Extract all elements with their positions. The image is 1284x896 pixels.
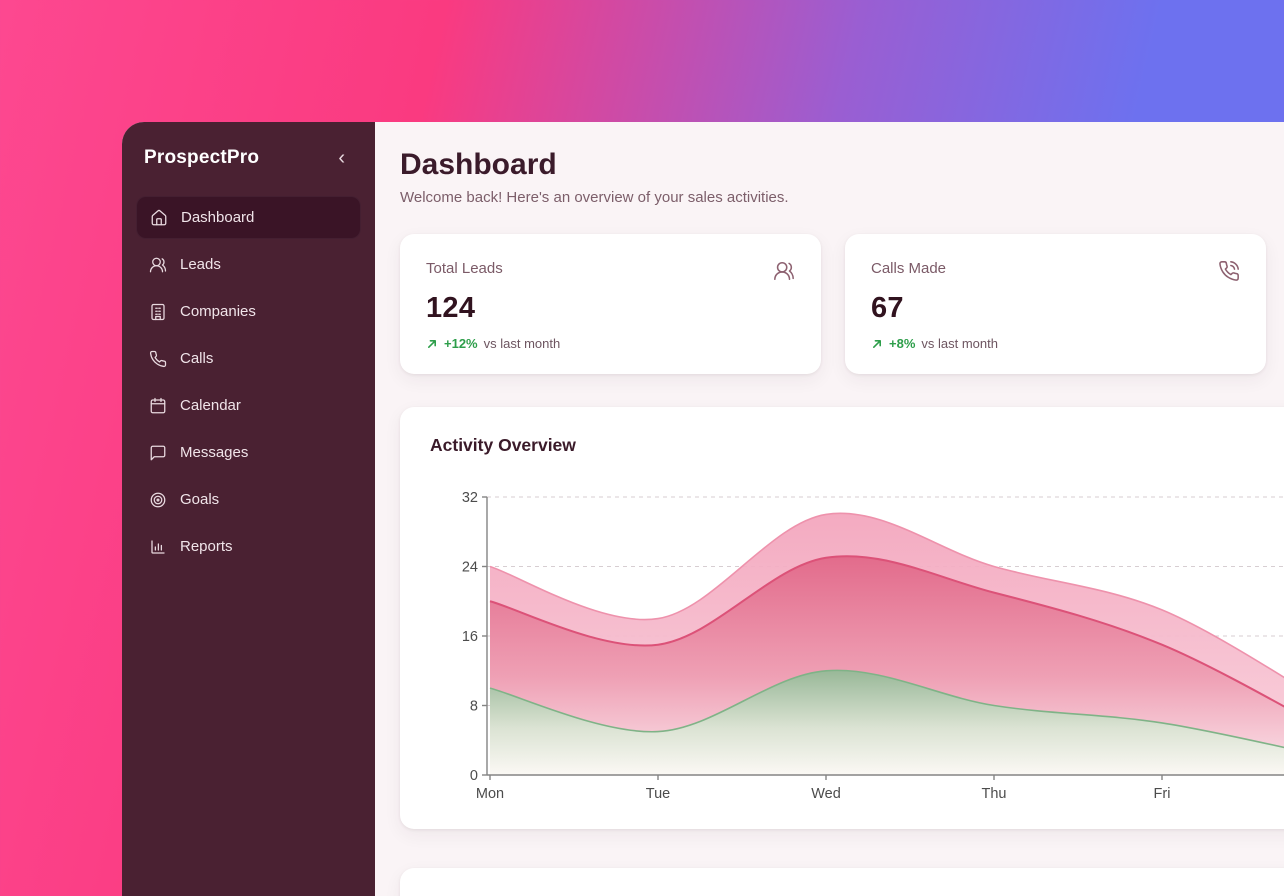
sidebar-item-companies[interactable]: Companies: [136, 290, 361, 333]
sidebar-item-goals[interactable]: Goals: [136, 478, 361, 521]
users-icon: [149, 256, 167, 274]
bar-chart-icon: [149, 538, 167, 556]
line-middle-band-rose: [489, 555, 1284, 708]
sidebar-item-label: Calendar: [180, 397, 241, 414]
sidebar-item-leads[interactable]: Leads: [136, 243, 361, 286]
sidebar-item-label: Goals: [180, 491, 220, 508]
chevron-left-icon[interactable]: ‹: [338, 147, 345, 169]
sidebar-item-label: Dashboard: [181, 209, 255, 226]
sidebar-item-calls[interactable]: Calls: [136, 337, 361, 380]
stat-delta: +12%: [444, 336, 478, 351]
main-content: Dashboard Welcome back! Here's an overvi…: [375, 122, 1284, 896]
users-icon: [773, 260, 795, 287]
page-title: Dashboard: [400, 148, 557, 181]
building-icon: [149, 303, 167, 321]
stats-row: Total Leads 124 +12% vs last month Calls…: [400, 234, 1284, 374]
message-icon: [149, 444, 167, 462]
stat-delta: +8%: [889, 336, 916, 351]
y-tick-label: 32: [462, 490, 478, 506]
stat-value: 67: [871, 292, 904, 324]
x-tick-label: Tue: [646, 786, 670, 802]
sidebar-item-messages[interactable]: Messages: [136, 431, 361, 474]
sidebar-item-dashboard[interactable]: Dashboard: [136, 196, 361, 239]
sidebar-item-label: Messages: [180, 444, 249, 461]
target-icon: [149, 491, 167, 509]
y-tick-label: 16: [462, 629, 478, 645]
line-lower-band-green: [489, 669, 1284, 749]
stat-card-calls-made: Calls Made 67 +8% vs last month: [845, 234, 1266, 374]
y-tick-label: 24: [462, 560, 478, 576]
sidebar-item-label: Reports: [180, 538, 233, 555]
trend-up-icon: [871, 338, 883, 350]
x-tick-label: Thu: [982, 786, 1007, 802]
activity-overview-card: Activity Overview 0 8 16 24 32 Mon Tue Wed Thu Fr…: [400, 407, 1284, 829]
chart-title: Activity Overview: [430, 435, 576, 455]
calendar-icon: [149, 397, 167, 415]
page-subtitle: Welcome back! Here's an overview of your…: [400, 189, 789, 206]
sidebar: ProspectPro ‹ Dashboard Leads Companies …: [122, 122, 375, 896]
sidebar-item-calendar[interactable]: Calendar: [136, 384, 361, 427]
stat-delta-note: vs last month: [483, 336, 561, 351]
phone-icon: [149, 350, 167, 368]
activity-chart: 0 8 16 24 32 Mon Tue Wed Thu Fri: [462, 490, 1284, 802]
sidebar-header: ProspectPro ‹: [136, 146, 361, 170]
x-tick-label: Fri: [1154, 786, 1171, 802]
sidebar-item-label: Companies: [180, 303, 256, 320]
stat-label: Total Leads: [426, 260, 503, 277]
x-tick-label: Wed: [811, 786, 841, 802]
area-lower-band-green: [490, 670, 1284, 775]
stat-delta-note: vs last month: [921, 336, 998, 351]
x-tick-label: Mon: [476, 786, 504, 802]
app-window: ProspectPro ‹ Dashboard Leads Companies …: [122, 122, 1284, 896]
brand-name: ProspectPro: [144, 147, 260, 168]
y-tick-label: 0: [470, 768, 478, 784]
sidebar-item-reports[interactable]: Reports: [136, 525, 361, 568]
stat-value: 124: [426, 292, 476, 324]
line-upper-band-light-pink: [489, 512, 1284, 679]
partial-card-below: [400, 868, 1284, 896]
stat-card-total-leads: Total Leads 124 +12% vs last month: [400, 234, 821, 374]
sidebar-item-label: Calls: [180, 350, 214, 367]
home-icon: [150, 209, 168, 227]
y-tick-label: 8: [470, 699, 478, 715]
stat-label: Calls Made: [871, 260, 947, 277]
phone-call-icon: [1218, 260, 1240, 287]
sidebar-item-label: Leads: [180, 256, 221, 273]
trend-up-icon: [426, 338, 438, 350]
sidebar-nav: Dashboard Leads Companies Calls Calendar…: [136, 196, 361, 568]
